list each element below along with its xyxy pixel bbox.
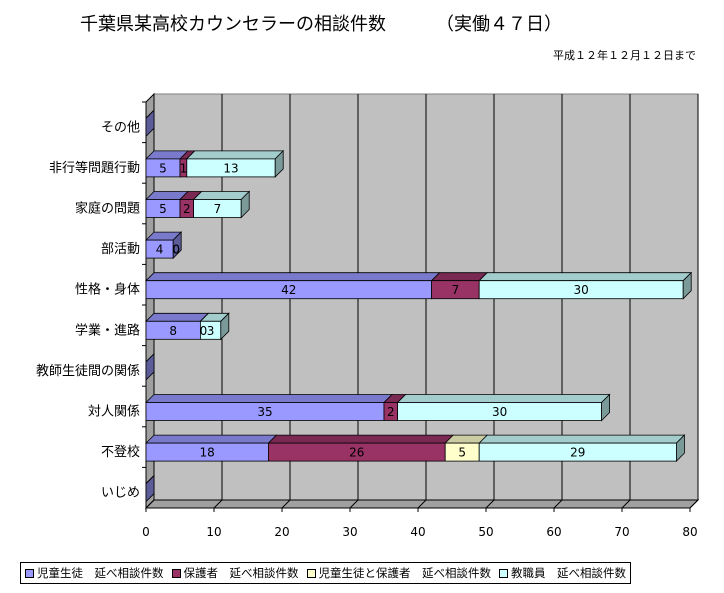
data-label: 5 xyxy=(159,202,167,216)
bar-top-face xyxy=(478,434,686,444)
data-label: 0 xyxy=(172,243,180,257)
floor-gridline xyxy=(145,499,155,509)
chart-title: 千葉県某高校カウンセラーの相談件数 （実働４７日） xyxy=(80,10,562,36)
x-tick-label: 10 xyxy=(206,525,221,539)
floor-gridline xyxy=(689,499,699,509)
data-label: 8 xyxy=(169,324,177,338)
legend-swatch xyxy=(171,568,181,578)
bar-top-face xyxy=(478,272,693,282)
legend-swatch xyxy=(25,568,34,578)
floor-gridline xyxy=(485,499,495,509)
bar-end-face xyxy=(172,231,182,260)
x-tick-label: 80 xyxy=(682,525,697,539)
data-label: 3 xyxy=(207,324,215,338)
legend-label: 教職員 延べ相談件数 xyxy=(511,566,626,580)
bar-end-face xyxy=(682,271,692,300)
y-category-label: 対人関係 xyxy=(88,405,140,420)
legend-label: 児童生徒 延べ相談件数 xyxy=(37,566,164,580)
y-category-label: 性格・身体 xyxy=(75,282,140,298)
data-label: 7 xyxy=(452,283,460,297)
bar-end-face xyxy=(274,149,284,178)
y-category-label: いじめ xyxy=(101,486,140,501)
legend-label: 保護者 延べ相談件数 xyxy=(183,566,299,580)
bar-top-face xyxy=(192,191,251,200)
chart-subtitle: （実働４７日） xyxy=(436,14,562,35)
floor-gridline xyxy=(417,499,427,509)
x-tick-label: 20 xyxy=(274,525,289,539)
data-label: 29 xyxy=(570,446,585,460)
data-label: 18 xyxy=(200,446,215,460)
date-note: 平成１２年１２月１２日まで xyxy=(553,49,696,62)
legend-label: 児童生徒と保護者 延べ相談件数 xyxy=(318,566,492,580)
bar-end-face xyxy=(676,434,685,463)
data-label: 0 xyxy=(200,324,208,338)
bar-top-face xyxy=(396,394,611,403)
bar-end-face xyxy=(145,109,155,138)
bar-top-face xyxy=(145,434,278,444)
bar-top-face xyxy=(145,394,393,403)
legend-item: 保護者 延べ相談件数 xyxy=(171,565,299,581)
y-category-label: その他 xyxy=(101,120,140,135)
data-label: 35 xyxy=(257,405,272,419)
chart-title-main: 千葉県某高校カウンセラーの相談件数 xyxy=(80,14,386,35)
x-tick-label: 0 xyxy=(142,525,150,539)
bar-end-face xyxy=(220,312,230,341)
bar-top-face xyxy=(185,150,285,160)
y-category-label: 学業・進路 xyxy=(75,322,140,338)
data-label: 42 xyxy=(281,283,296,297)
x-tick-label: 50 xyxy=(478,525,493,539)
y-category-label: 家庭の問題 xyxy=(75,201,140,217)
data-label: 7 xyxy=(214,202,222,216)
chart-legend: 児童生徒 延べ相談件数 保護者 延べ相談件数 児童生徒と保護者 延べ相談件数 教職員 … xyxy=(20,562,631,584)
x-tick-label: 40 xyxy=(410,525,425,539)
legend-swatch xyxy=(499,568,508,578)
legend-item: 児童生徒 延べ相談件数 xyxy=(25,565,164,581)
bar-top-face xyxy=(267,434,455,444)
bar-top-face xyxy=(430,272,489,282)
data-label: 0 xyxy=(172,243,180,257)
floor-gridline xyxy=(621,499,631,509)
legend-item: 児童生徒と保護者 延べ相談件数 xyxy=(306,565,492,581)
bar-top-face xyxy=(145,272,441,282)
bar-end-face xyxy=(240,190,250,219)
y-category-label: 部活動 xyxy=(101,242,140,257)
data-label: 2 xyxy=(183,202,191,216)
bar-end-face xyxy=(601,393,610,422)
data-label: 4 xyxy=(156,243,164,257)
data-label: 13 xyxy=(223,161,238,175)
data-label: 1 xyxy=(180,161,188,175)
data-label: 5 xyxy=(159,161,167,175)
data-label: 5 xyxy=(458,446,466,460)
floor-gridline xyxy=(553,499,563,509)
y-category-label: 非行等問題行動 xyxy=(49,160,140,176)
legend-item: 教職員 延べ相談件数 xyxy=(499,565,626,581)
bar-end-face xyxy=(145,474,155,503)
data-label: 30 xyxy=(574,283,589,297)
bar-end-face xyxy=(145,352,155,381)
legend-swatch xyxy=(306,568,316,578)
floor-gridline xyxy=(281,499,291,509)
y-category-label: 教師生徒間の関係 xyxy=(36,363,140,379)
x-tick-label: 70 xyxy=(614,525,629,539)
data-label: 30 xyxy=(492,405,507,419)
data-label: 2 xyxy=(387,405,395,419)
x-tick-label: 30 xyxy=(342,525,357,539)
data-label: 26 xyxy=(349,446,364,460)
bar-top-face xyxy=(145,312,210,322)
y-category-label: 不登校 xyxy=(101,444,140,460)
x-tick-label: 60 xyxy=(546,525,561,539)
floor-gridline xyxy=(349,499,359,509)
floor-gridline xyxy=(213,499,223,509)
